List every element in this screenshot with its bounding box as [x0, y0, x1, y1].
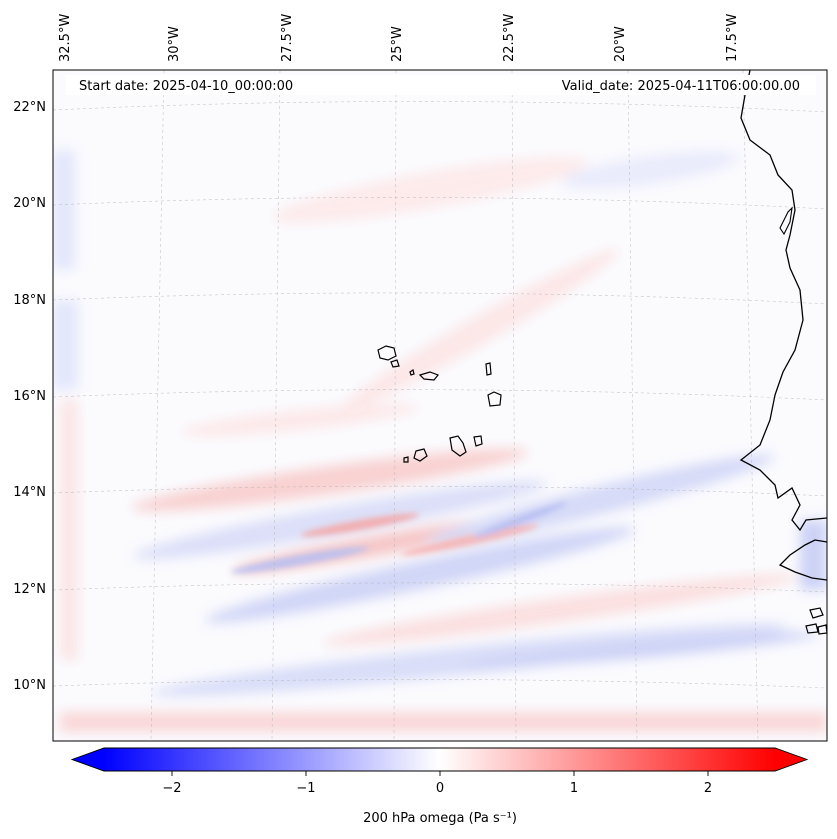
- africa-coastline: [739, 70, 827, 532]
- colorbar-title: 200 hPa omega (Pa s⁻¹): [363, 811, 517, 826]
- lon-label: 30°W: [167, 26, 182, 62]
- dakhla-peninsula: [779, 206, 793, 236]
- lat-label: 14°N: [13, 485, 46, 500]
- valid-date-label: Valid_date: 2025-04-11T06:00:00.00: [562, 79, 800, 94]
- longitude-labels: 32.5°W 30°W 27.5°W 25°W 22.5°W 20°W 17.5…: [58, 14, 740, 62]
- lat-label: 10°N: [13, 678, 46, 693]
- lon-label: 17.5°W: [725, 14, 740, 62]
- lat-label: 18°N: [13, 293, 46, 308]
- colorbar-tick-label: 0: [436, 781, 444, 796]
- colorbar-body: [104, 748, 775, 771]
- lat-label: 16°N: [13, 389, 46, 404]
- lat-label: 12°N: [13, 582, 46, 597]
- latitude-labels: 22°N 20°N 18°N 16°N 14°N 12°N 10°N: [13, 100, 46, 693]
- colorbar: −2 −1 0 1 2 200 hPa omega (Pa s⁻¹): [70, 747, 809, 826]
- start-date-label: Start date: 2025-04-10_00:00:00: [79, 79, 293, 94]
- lon-label: 32.5°W: [58, 14, 73, 62]
- colorbar-tick-label: −2: [162, 781, 181, 796]
- cape-verde-islands: [377, 345, 502, 463]
- colorbar-min-extend: [72, 748, 104, 771]
- lon-label: 25°W: [390, 26, 405, 62]
- lon-label: 22.5°W: [502, 14, 517, 62]
- map-frame: [52, 69, 828, 742]
- lon-label: 27.5°W: [280, 14, 295, 62]
- omega-field: [53, 150, 827, 732]
- gambia-coast: [778, 539, 827, 581]
- colorbar-tick-label: 2: [704, 781, 712, 796]
- lat-label: 22°N: [13, 100, 46, 115]
- colorbar-outline: [70, 747, 809, 772]
- lat-label: 20°N: [13, 196, 46, 211]
- map-panel: Start date: 2025-04-10_00:00:00 Valid_da…: [52, 69, 828, 742]
- graticule: [53, 70, 827, 741]
- colorbar-tick-label: −1: [296, 781, 315, 796]
- colorbar-max-extend: [775, 748, 807, 771]
- lon-label: 20°W: [613, 26, 628, 62]
- colorbar-tick-label: 1: [570, 781, 578, 796]
- header-strip: [66, 75, 816, 95]
